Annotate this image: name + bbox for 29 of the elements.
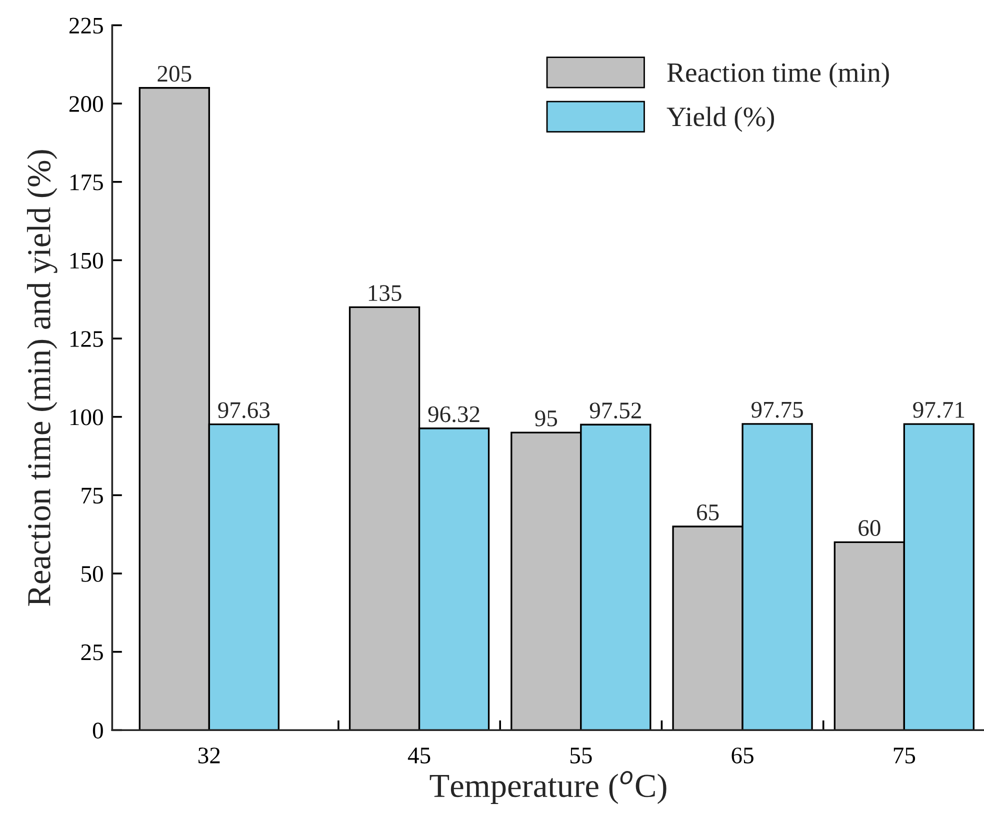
legend-label: Reaction time (min)	[667, 62, 889, 88]
data-label: 95	[535, 410, 558, 426]
data-label: 97.63	[218, 402, 270, 418]
y-tick-label: 200	[69, 96, 103, 112]
y-tick-label: 125	[70, 331, 103, 347]
y-tick-label: 225	[69, 18, 103, 34]
data-label: 97.75	[751, 402, 803, 418]
data-label: 205	[158, 66, 192, 82]
x-tick-label: 65	[732, 748, 754, 764]
data-label: 135	[368, 285, 402, 302]
x-tick-label: 75	[894, 748, 916, 764]
x-tick-label: 55	[570, 748, 592, 764]
x-axis-title: Temperature ($^{o}$C)	[430, 771, 666, 804]
y-tick-label: 150	[70, 252, 103, 269]
data-label: 65	[696, 504, 719, 520]
y-tick-label: 75	[82, 488, 103, 504]
y-tick-label: 25	[81, 644, 103, 660]
data-label: 97.52	[590, 402, 641, 419]
data-label: 60	[858, 520, 880, 536]
y-tick-label: 0	[92, 722, 103, 739]
x-tick-label: 45	[408, 748, 430, 764]
data-label: 96.32	[428, 406, 480, 422]
data-label: 97.71	[913, 402, 964, 418]
y-tick-label: 100	[70, 409, 103, 426]
legend-label: Yield (%)	[666, 106, 774, 132]
y-tick-label: 175	[70, 174, 103, 190]
y-tick-label: 50	[82, 566, 103, 582]
y-axis-title: Reaction time (min) and yield (%)	[26, 150, 58, 606]
x-tick-label: 32	[198, 748, 220, 764]
